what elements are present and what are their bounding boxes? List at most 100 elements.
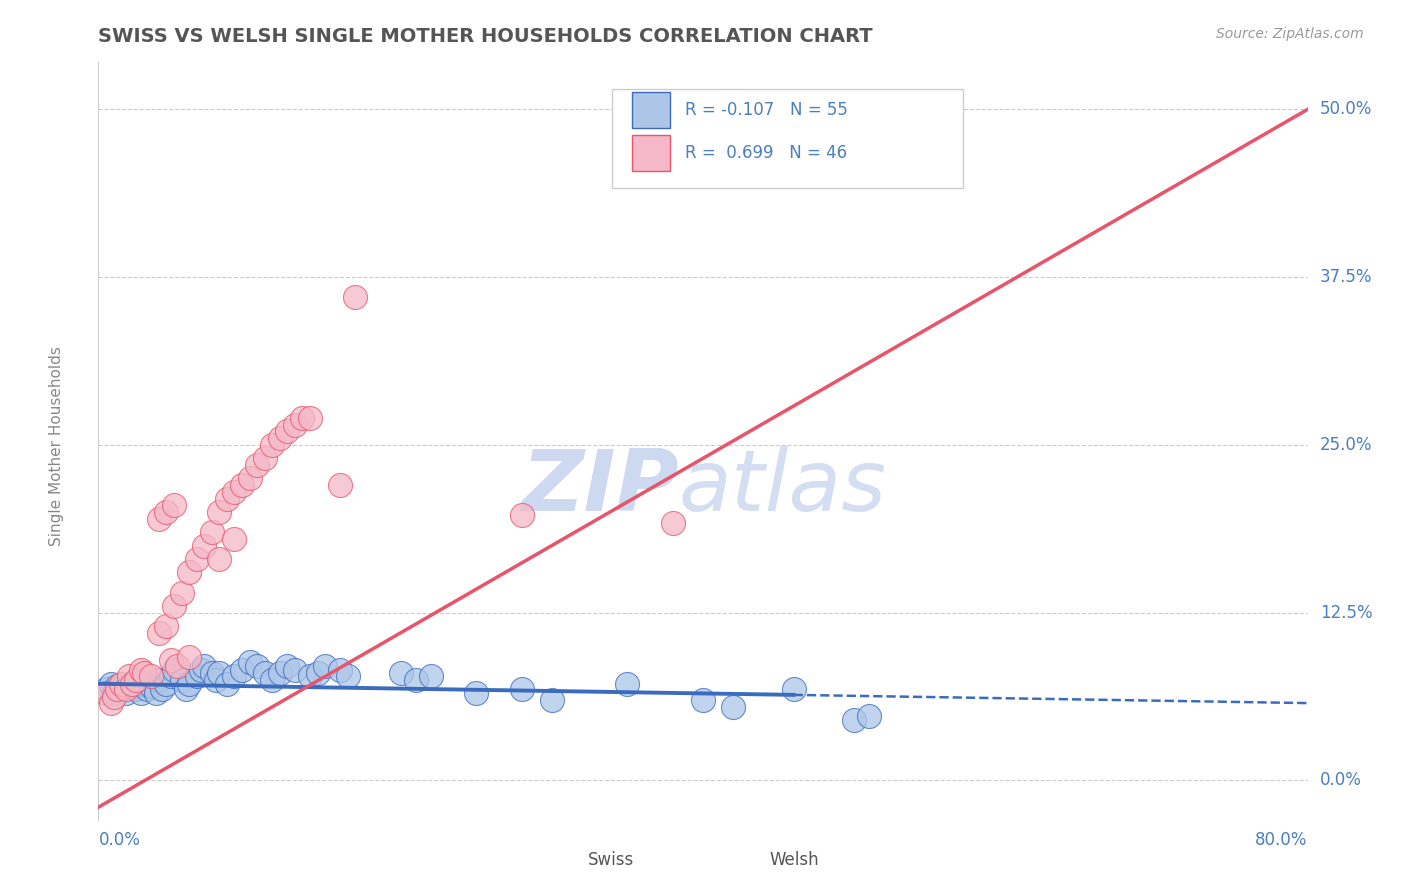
- Point: [129, 686, 152, 700]
- Point: [141, 669, 163, 683]
- Point: [344, 290, 367, 304]
- Text: Single Mother Households: Single Mother Households: [49, 346, 63, 546]
- Point: [208, 505, 231, 519]
- Point: [105, 682, 128, 697]
- Point: [160, 669, 183, 683]
- Point: [155, 619, 177, 633]
- Point: [132, 677, 155, 691]
- Point: [94, 686, 117, 700]
- Point: [291, 411, 314, 425]
- Point: [145, 686, 167, 700]
- Text: ZIP: ZIP: [522, 445, 679, 529]
- Point: [276, 425, 298, 439]
- Point: [276, 659, 298, 673]
- Point: [844, 156, 866, 170]
- Point: [284, 417, 307, 432]
- Text: 80.0%: 80.0%: [1256, 831, 1308, 849]
- Point: [163, 498, 186, 512]
- Point: [224, 669, 246, 683]
- Point: [224, 532, 246, 546]
- Point: [163, 599, 186, 613]
- Point: [253, 451, 276, 466]
- Point: [148, 673, 170, 687]
- Point: [170, 585, 193, 599]
- Point: [110, 682, 132, 697]
- Point: [616, 677, 638, 691]
- Point: [269, 431, 291, 445]
- Point: [692, 693, 714, 707]
- Point: [103, 690, 125, 705]
- Point: [231, 478, 253, 492]
- Point: [844, 713, 866, 727]
- Point: [160, 652, 183, 666]
- Point: [661, 516, 683, 530]
- Point: [135, 682, 157, 697]
- Point: [118, 680, 141, 694]
- Point: [132, 666, 155, 681]
- Text: atlas: atlas: [679, 445, 887, 529]
- Point: [783, 682, 806, 697]
- Point: [174, 682, 197, 697]
- Point: [100, 696, 122, 710]
- Point: [114, 686, 136, 700]
- Point: [141, 680, 163, 694]
- Point: [155, 505, 177, 519]
- Point: [269, 666, 291, 681]
- Point: [125, 682, 148, 697]
- Point: [105, 680, 128, 694]
- Point: [166, 659, 188, 673]
- Point: [193, 659, 215, 673]
- Point: [201, 666, 224, 681]
- Point: [208, 666, 231, 681]
- Point: [246, 458, 269, 472]
- FancyBboxPatch shape: [544, 852, 581, 884]
- Point: [299, 669, 322, 683]
- Point: [148, 512, 170, 526]
- Text: Welsh: Welsh: [769, 851, 820, 869]
- Point: [262, 673, 284, 687]
- Point: [114, 682, 136, 697]
- Point: [179, 566, 201, 580]
- Text: 50.0%: 50.0%: [1320, 101, 1372, 119]
- FancyBboxPatch shape: [631, 93, 671, 128]
- Point: [246, 659, 269, 673]
- Point: [299, 411, 322, 425]
- Text: 25.0%: 25.0%: [1320, 436, 1372, 454]
- Point: [150, 682, 173, 697]
- FancyBboxPatch shape: [613, 89, 963, 187]
- Point: [215, 491, 238, 506]
- Point: [231, 664, 253, 678]
- Point: [284, 664, 307, 678]
- Text: R = -0.107   N = 55: R = -0.107 N = 55: [685, 102, 848, 120]
- Text: 0.0%: 0.0%: [98, 831, 141, 849]
- Point: [129, 664, 152, 678]
- Point: [190, 664, 212, 678]
- Point: [307, 666, 329, 681]
- Point: [94, 682, 117, 697]
- Point: [148, 625, 170, 640]
- Text: SWISS VS WELSH SINGLE MOTHER HOUSEHOLDS CORRELATION CHART: SWISS VS WELSH SINGLE MOTHER HOUSEHOLDS …: [98, 27, 873, 45]
- Point: [186, 552, 208, 566]
- Point: [420, 669, 443, 683]
- Point: [239, 655, 262, 669]
- Point: [121, 677, 143, 691]
- Point: [723, 699, 745, 714]
- Point: [208, 552, 231, 566]
- FancyBboxPatch shape: [631, 136, 671, 171]
- Point: [201, 525, 224, 540]
- Text: 12.5%: 12.5%: [1320, 604, 1372, 622]
- Point: [405, 673, 427, 687]
- Text: Swiss: Swiss: [588, 851, 634, 869]
- Point: [239, 471, 262, 485]
- Point: [510, 508, 533, 522]
- Point: [858, 709, 880, 723]
- Point: [215, 677, 238, 691]
- FancyBboxPatch shape: [725, 852, 762, 884]
- Point: [121, 677, 143, 691]
- Point: [224, 484, 246, 499]
- Point: [329, 478, 352, 492]
- Text: Source: ZipAtlas.com: Source: ZipAtlas.com: [1216, 27, 1364, 41]
- Point: [125, 673, 148, 687]
- Point: [179, 649, 201, 664]
- Point: [118, 669, 141, 683]
